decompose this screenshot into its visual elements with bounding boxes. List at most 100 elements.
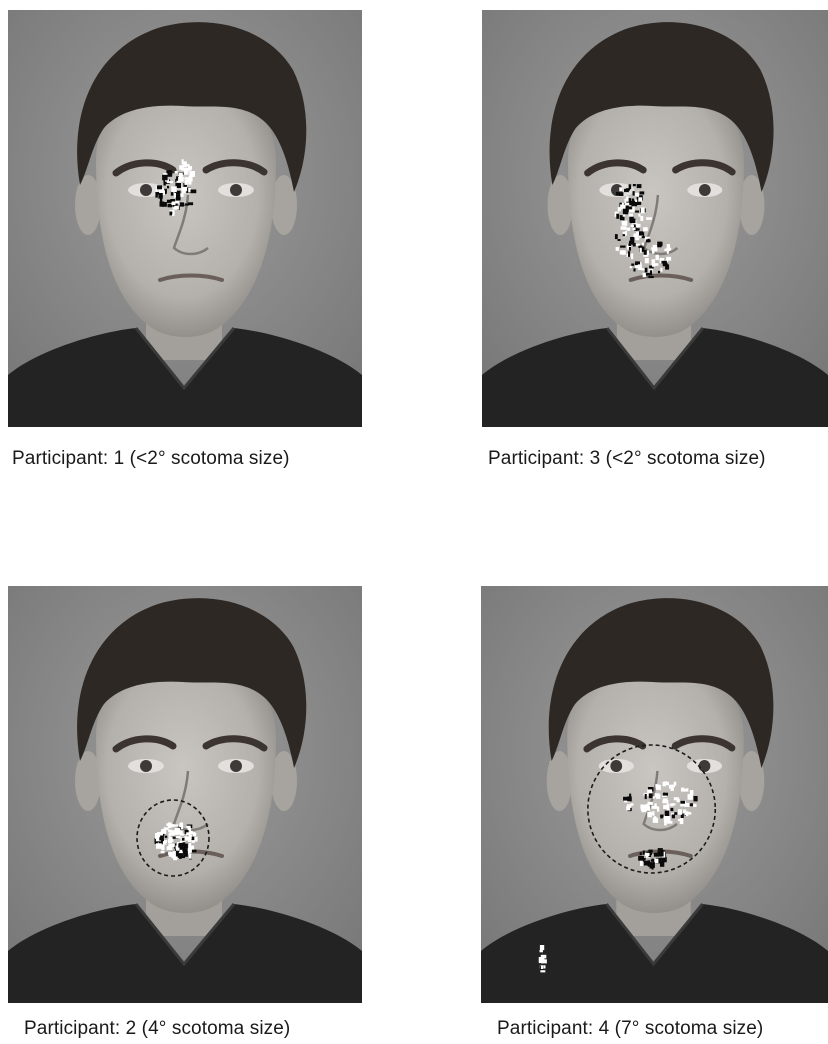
fixation-point bbox=[622, 213, 626, 217]
fixation-point bbox=[155, 192, 160, 198]
right-ear bbox=[271, 175, 297, 235]
fixation-point bbox=[634, 233, 638, 238]
fixation-point bbox=[655, 784, 659, 788]
fixation-point bbox=[189, 845, 195, 850]
fixation-point bbox=[193, 832, 197, 836]
fixation-point bbox=[657, 848, 663, 851]
fixation-point bbox=[624, 799, 630, 803]
fixation-point bbox=[677, 809, 683, 815]
fixation-point bbox=[670, 807, 674, 812]
fixation-point bbox=[164, 835, 168, 838]
fixation-point bbox=[638, 234, 643, 238]
fixation-point bbox=[162, 841, 167, 845]
fixation-point bbox=[193, 836, 198, 842]
fixation-point bbox=[677, 819, 681, 822]
fixation-point bbox=[647, 787, 654, 792]
right-eyebrow bbox=[672, 159, 736, 176]
fixation-point bbox=[635, 237, 640, 241]
fixation-point bbox=[158, 193, 163, 199]
fixation-point bbox=[170, 191, 174, 196]
fixation-point bbox=[635, 223, 638, 228]
fixation-point bbox=[671, 812, 677, 815]
fixation-point bbox=[633, 268, 636, 272]
fixation-point bbox=[626, 198, 632, 203]
fixation-point bbox=[684, 802, 691, 807]
fixation-point bbox=[647, 801, 653, 805]
fixation-point bbox=[168, 851, 174, 857]
fixation-point bbox=[170, 199, 176, 202]
fixation-point bbox=[671, 814, 675, 819]
mouth bbox=[628, 273, 694, 282]
fixation-point bbox=[624, 231, 627, 236]
right-pupil bbox=[698, 760, 711, 772]
nose bbox=[642, 770, 678, 832]
fixation-point bbox=[159, 835, 164, 841]
fixation-point bbox=[184, 829, 189, 834]
fixation-point bbox=[181, 843, 186, 847]
fixation-point bbox=[187, 202, 194, 206]
fixation-point bbox=[655, 245, 658, 250]
fixation-point bbox=[641, 268, 645, 271]
mouth bbox=[158, 273, 224, 282]
fixation-point bbox=[168, 822, 171, 829]
fixation-point bbox=[631, 200, 638, 207]
fixation-point bbox=[180, 822, 183, 826]
fixation-point bbox=[643, 249, 647, 255]
fixation-point bbox=[657, 241, 662, 248]
fixation-point bbox=[173, 193, 176, 198]
fixation-point bbox=[685, 811, 689, 817]
fixation-point bbox=[660, 243, 663, 247]
fixation-point bbox=[642, 272, 647, 278]
fixation-point bbox=[182, 849, 187, 854]
fixation-point bbox=[645, 854, 651, 858]
fixation-point bbox=[646, 806, 650, 810]
fixation-point bbox=[628, 213, 634, 217]
fixation-point bbox=[622, 208, 629, 215]
fixation-point bbox=[175, 183, 182, 189]
fixation-point bbox=[161, 829, 167, 834]
fixation-point bbox=[185, 164, 190, 167]
fixation-point bbox=[156, 835, 161, 838]
fixation-point bbox=[181, 159, 184, 165]
fixation-point bbox=[617, 239, 621, 241]
fixation-point bbox=[541, 959, 547, 964]
fixation-point bbox=[654, 803, 657, 807]
fixation-point bbox=[178, 172, 183, 179]
fixation-point bbox=[646, 250, 650, 255]
fixation-point bbox=[186, 825, 191, 828]
fixation-point bbox=[191, 836, 195, 841]
fixation-point bbox=[624, 205, 629, 209]
fixation-point bbox=[175, 201, 179, 204]
fixation-point bbox=[649, 862, 654, 869]
fixation-point bbox=[171, 855, 177, 859]
fixation-cluster bbox=[155, 159, 197, 216]
caption-participant-2: Participant: 2 (4° scotoma size) bbox=[24, 1018, 291, 1039]
hoodie-neckline bbox=[605, 327, 705, 391]
fixation-point bbox=[184, 170, 189, 175]
fixation-point bbox=[635, 262, 641, 268]
fixation-point bbox=[635, 199, 638, 202]
fixation-point bbox=[167, 203, 173, 208]
right-eyebrow bbox=[671, 735, 736, 752]
right-ear bbox=[271, 751, 297, 811]
fixation-point bbox=[162, 174, 168, 181]
fixation-point bbox=[161, 202, 167, 207]
fixation-point bbox=[637, 264, 642, 270]
fixation-point bbox=[628, 206, 632, 211]
fixation-point bbox=[626, 196, 629, 202]
fixation-point bbox=[184, 181, 188, 185]
fixation-point bbox=[652, 811, 655, 816]
fixation-point bbox=[640, 207, 645, 214]
fixation-point bbox=[648, 276, 654, 279]
fixation-point bbox=[620, 226, 627, 230]
fixation-point bbox=[616, 192, 619, 196]
fixation-point bbox=[658, 860, 662, 864]
fixation-point bbox=[180, 167, 187, 171]
fixation-point bbox=[181, 186, 188, 192]
fixation-point bbox=[666, 818, 671, 823]
fixation-point bbox=[171, 201, 176, 205]
fixation-point bbox=[639, 246, 645, 252]
face-photo bbox=[482, 10, 828, 427]
fixation-point bbox=[183, 203, 189, 206]
fixation-point bbox=[660, 814, 664, 818]
